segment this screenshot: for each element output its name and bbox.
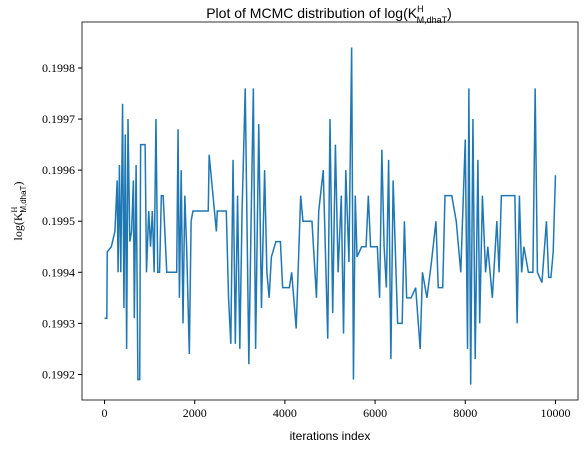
x-tick-label: 2000 xyxy=(183,406,207,420)
ylabel-sub: M,dhaT xyxy=(19,185,28,212)
plot-frame xyxy=(81,21,579,401)
trace-line xyxy=(104,47,557,385)
y-tick-label: 0.1994 xyxy=(42,265,75,279)
x-tick-label: 6000 xyxy=(363,406,387,420)
y-axis-label: log(KHM,dhaT) xyxy=(10,182,28,241)
x-tick-label: 10000 xyxy=(540,406,570,420)
y-tick-label: 0.1996 xyxy=(42,163,75,177)
x-tick-label: 8000 xyxy=(453,406,477,420)
y-tick-label: 0.1997 xyxy=(42,112,75,126)
chart-title: Plot of MCMC distribution of log(KH M,dha… xyxy=(206,4,452,25)
x-tick-label: 0 xyxy=(102,406,108,420)
y-tick-label: 0.1993 xyxy=(42,316,75,330)
title-math: log(K xyxy=(384,5,417,21)
y-tick-label: 0.1995 xyxy=(42,214,75,228)
ylabel-close: ) xyxy=(11,182,25,186)
ylabel-sup: H xyxy=(10,206,19,212)
title-sup: H xyxy=(417,4,424,14)
y-tick-label: 0.1992 xyxy=(42,367,75,381)
title-sub: M,dhaT xyxy=(417,15,448,25)
ylabel-math: log(K xyxy=(11,212,25,240)
title-text: Plot of MCMC distribution of xyxy=(206,5,380,21)
x-tick-label: 4000 xyxy=(273,406,297,420)
x-axis-label: iterations index xyxy=(290,429,371,443)
y-tick-label: 0.1998 xyxy=(42,61,75,75)
title-close: ) xyxy=(447,5,452,21)
